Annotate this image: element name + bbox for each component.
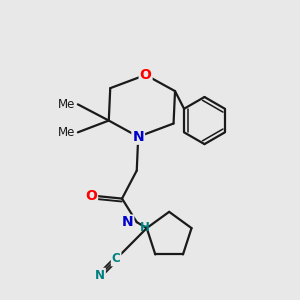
Text: C: C xyxy=(112,252,121,266)
Text: N: N xyxy=(122,215,134,229)
Text: N: N xyxy=(132,130,144,144)
Text: H: H xyxy=(140,221,150,234)
Text: O: O xyxy=(140,68,152,82)
Text: Me: Me xyxy=(58,98,76,111)
Text: Me: Me xyxy=(58,126,76,139)
Text: N: N xyxy=(95,268,105,282)
Text: O: O xyxy=(85,189,97,202)
